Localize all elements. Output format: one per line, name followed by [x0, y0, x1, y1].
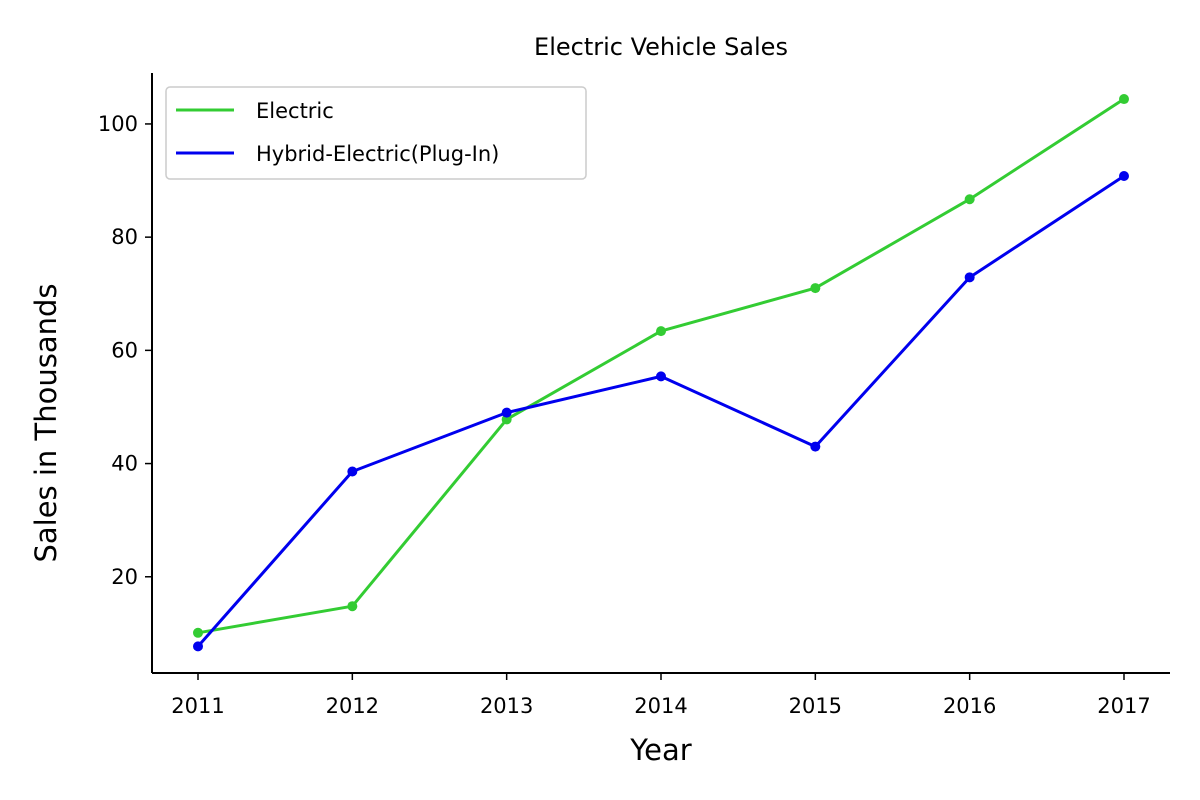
series-0 [193, 94, 1129, 638]
legend-label: Hybrid-Electric(Plug-In) [256, 142, 499, 166]
data-point [964, 194, 975, 205]
data-point [656, 371, 666, 382]
data-point [1119, 94, 1129, 105]
legend-label: Electric [256, 99, 334, 123]
data-point [347, 466, 358, 477]
data-point [1119, 171, 1129, 182]
x-axis-title: Year [629, 733, 691, 767]
data-point [810, 441, 821, 452]
y-tick-label: 60 [111, 338, 138, 362]
chart-title: Electric Vehicle Sales [534, 33, 788, 61]
y-tick-label: 40 [111, 452, 138, 476]
x-tick-label: 2011 [171, 694, 224, 718]
x-tick-label: 2017 [1097, 694, 1150, 718]
data-point [193, 641, 203, 652]
x-tick-label: 2013 [480, 694, 533, 718]
x-tick-label: 2012 [326, 694, 379, 718]
legend-box [165, 86, 587, 180]
data-point [501, 407, 512, 418]
axes: 2011 2012 2013 2014 2015 2016 2017 20 40 60 80 100 [98, 73, 1170, 718]
x-tick-label: 2014 [634, 694, 687, 718]
legend: Electric Hybrid-Electric(Plug-In) [165, 86, 587, 180]
series-layer [193, 94, 1129, 652]
data-point [193, 627, 203, 638]
y-axis-title: Sales in Thousands [29, 283, 63, 562]
data-point [656, 326, 666, 337]
x-tick-label: 2015 [789, 694, 842, 718]
y-tick-label: 100 [98, 112, 138, 136]
data-point [347, 601, 358, 612]
data-point [964, 272, 975, 283]
series-line [196, 174, 1125, 648]
y-tick-label: 80 [111, 225, 138, 249]
y-tick-label: 20 [111, 565, 138, 589]
data-point [810, 283, 821, 294]
x-tick-label: 2016 [943, 694, 996, 718]
series-1 [193, 171, 1129, 652]
